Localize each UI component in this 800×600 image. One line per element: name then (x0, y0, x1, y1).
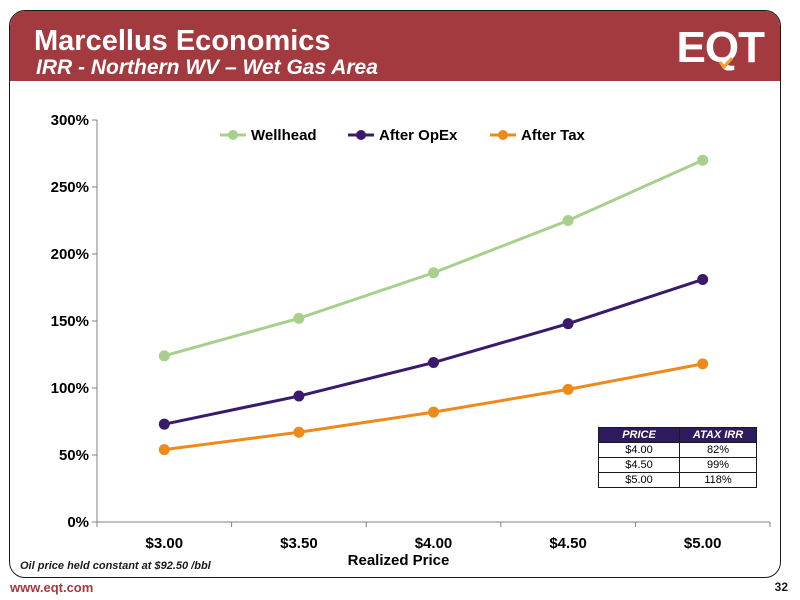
legend-label: Wellhead (251, 127, 317, 144)
data-point (428, 406, 439, 418)
data-point (293, 390, 305, 402)
y-tick-label: 0% (67, 514, 89, 531)
table-row: $5.00 118% (598, 472, 757, 488)
y-tick-label: 250% (51, 179, 89, 196)
data-point (293, 426, 305, 438)
table-cell-irr: 82% (679, 442, 757, 458)
atax-irr-table: PRICE ATAX IRR $4.00 82% $4.50 99% $5.00… (598, 427, 757, 488)
data-point (697, 358, 709, 370)
x-tick-label: $3.00 (146, 535, 184, 552)
slide-frame: Marcellus Economics IRR - Northern WV – … (9, 10, 781, 578)
series-line (163, 158, 704, 358)
y-tick-label: 200% (51, 246, 89, 263)
data-point (428, 357, 439, 369)
website-link[interactable]: www.eqt.com (10, 580, 94, 595)
table-header-price: PRICE (598, 427, 680, 443)
slide-subtitle: IRR - Northern WV – Wet Gas Area (36, 56, 378, 79)
legend-marker (356, 130, 366, 140)
data-point (562, 383, 574, 395)
table-row: $4.00 82% (598, 442, 757, 458)
data-point (562, 215, 574, 226)
data-point (697, 154, 709, 166)
table-cell-price: $5.00 (598, 472, 680, 488)
y-tick-label: 300% (51, 112, 89, 129)
table-header-row: PRICE ATAX IRR (598, 427, 757, 443)
table-header-atax-irr: ATAX IRR (679, 427, 757, 443)
y-tick-label: 50% (59, 447, 89, 464)
x-tick-label: $4.00 (415, 535, 453, 552)
y-tick-label: 150% (51, 313, 89, 330)
series-line (163, 278, 704, 426)
data-point (428, 267, 439, 279)
data-point (158, 350, 170, 362)
page-number: 32 (774, 580, 788, 594)
table-cell-price: $4.00 (598, 442, 680, 458)
data-point (293, 312, 305, 324)
footnote: Oil price held constant at $92.50 /bbl (20, 560, 211, 572)
x-tick-label: $5.00 (684, 535, 722, 552)
data-point (158, 444, 170, 456)
data-point (158, 418, 170, 430)
data-point (562, 318, 574, 330)
table-cell-price: $4.50 (598, 457, 680, 473)
legend-marker (498, 130, 508, 140)
data-point (697, 273, 709, 285)
table-row: $4.50 99% (598, 457, 757, 473)
x-tick-label: $4.50 (549, 535, 587, 552)
table-cell-irr: 118% (679, 472, 757, 488)
y-tick-label: 100% (51, 380, 89, 397)
eqt-logo: EQT (677, 26, 765, 70)
slide-title: Marcellus Economics (34, 25, 331, 57)
x-axis-label: Realized Price (348, 552, 450, 569)
legend-label: After Tax (521, 127, 586, 144)
x-tick-label: $3.50 (280, 535, 318, 552)
logo-check-icon (718, 57, 733, 69)
table-cell-irr: 99% (679, 457, 757, 473)
slide-header: Marcellus Economics IRR - Northern WV – … (10, 11, 780, 81)
legend-marker (228, 130, 238, 140)
legend-label: After OpEx (379, 127, 458, 144)
